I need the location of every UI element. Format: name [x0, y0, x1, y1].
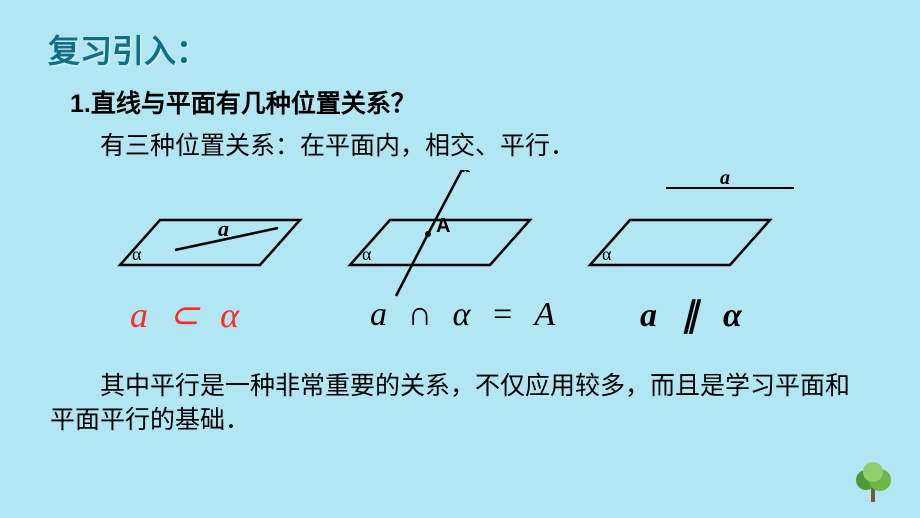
conclusion-text: 其中平行是一种非常重要的关系，不仅应用较多，而且是学习平面和平面平行的基础．: [50, 370, 870, 438]
alpha-label-3: α: [602, 244, 612, 264]
question-text: 1.直线与平面有几种位置关系？: [70, 84, 416, 120]
formula-subset: a ⊂ α: [130, 294, 245, 336]
a-label-2: a: [460, 170, 471, 177]
alpha-label-1: α: [132, 244, 142, 264]
alpha-label-2: α: [362, 244, 372, 264]
tree-icon: [850, 458, 896, 504]
diagram-in-plane: α a: [120, 216, 300, 265]
a-label-1: a: [218, 216, 229, 241]
tree-leaf-top: [863, 462, 883, 482]
A-label: A: [436, 215, 450, 237]
conclusion-body: 其中平行是一种非常重要的关系，不仅应用较多，而且是学习平面和平面平行的基础．: [50, 373, 850, 434]
formula-row: a ⊂ α a ∩ α = A a ∥ α: [100, 290, 840, 340]
section-heading: 复习引入：: [48, 26, 208, 72]
formula-parallel: a ∥ α: [640, 295, 750, 335]
conclusion-indent: [50, 373, 100, 400]
answer-text: 有三种位置关系：在平面内，相交、平行．: [100, 126, 575, 162]
diagram-intersect: α A a: [350, 170, 530, 296]
geometry-svg: α a α A a α a: [100, 170, 840, 300]
plane-3: [590, 220, 770, 265]
formula-intersect: a ∩ α = A: [370, 296, 561, 334]
diagram-row: α a α A a α a: [100, 170, 840, 300]
diagram-parallel: α a: [590, 170, 794, 265]
a-label-3: a: [720, 170, 730, 189]
point-A: [425, 231, 431, 237]
